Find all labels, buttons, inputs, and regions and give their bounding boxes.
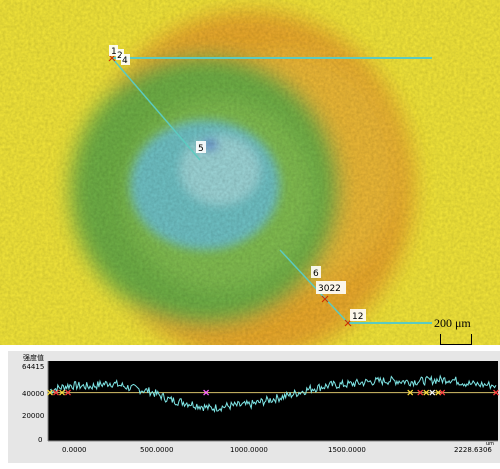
x-unit-label: um (486, 441, 494, 447)
zone-cyan-light (180, 135, 260, 205)
x-tick-label-1500: 1500.0000 (328, 446, 366, 454)
x-tick-label-500: 500.0000 (140, 446, 173, 454)
profile-marker-cross (53, 389, 59, 396)
intensity-map: 1 2 4 5 6 3022 12 (0, 0, 500, 345)
x-tick-label-1000: 1000.0000 (230, 446, 268, 454)
profile-marker-cross (65, 389, 71, 396)
marker-label-2: 2 (117, 51, 123, 61)
y-tick-label-40000: 40000 (22, 390, 44, 398)
profile-title: 强度值 (23, 354, 44, 362)
y-tick-label-0: 0 (38, 436, 42, 444)
x-tick-label-0: 0.0000 (62, 446, 87, 454)
profile-line-diagonal-upper (111, 57, 201, 161)
scale-bar: 200 μm (432, 316, 496, 350)
marker-label-cluster: 3022 (318, 284, 341, 294)
profile-marker-cross (203, 389, 210, 396)
profile-marker-cross (417, 389, 424, 396)
profile-marker-cross (59, 389, 65, 396)
marker-label-5: 5 (198, 144, 204, 154)
profile-marker-cross (47, 389, 53, 396)
profile-line-diagonal-lower (279, 249, 349, 324)
marker-label-6: 6 (313, 269, 319, 279)
marker-label-12: 12 (352, 312, 363, 322)
profile-marker-cross (439, 389, 446, 396)
scale-bar-bracket (440, 334, 472, 345)
y-tick-label-64415: 64415 (22, 363, 44, 371)
profile-marker-cross (429, 389, 436, 396)
intensity-profile-panel: 强度值 64415 40000 20000 0 0.0000 500.0000 … (8, 351, 500, 463)
zone-blue (203, 140, 217, 150)
scale-bar-label: 200 μm (434, 316, 471, 330)
profile-marker-cross (423, 389, 430, 396)
marker-cross-mid (321, 295, 329, 303)
marker-label-4: 4 (122, 56, 128, 66)
marker-label-1: 1 (111, 47, 117, 57)
profile-chart: 64415 40000 20000 0 0.0000 500.0000 1000… (22, 361, 499, 454)
y-tick-label-20000: 20000 (22, 412, 44, 420)
profile-marker-cross (407, 389, 414, 396)
profile-marker-cross (493, 389, 499, 396)
x-end-label: 2228.6306 (454, 446, 492, 454)
profile-trace (49, 374, 497, 414)
